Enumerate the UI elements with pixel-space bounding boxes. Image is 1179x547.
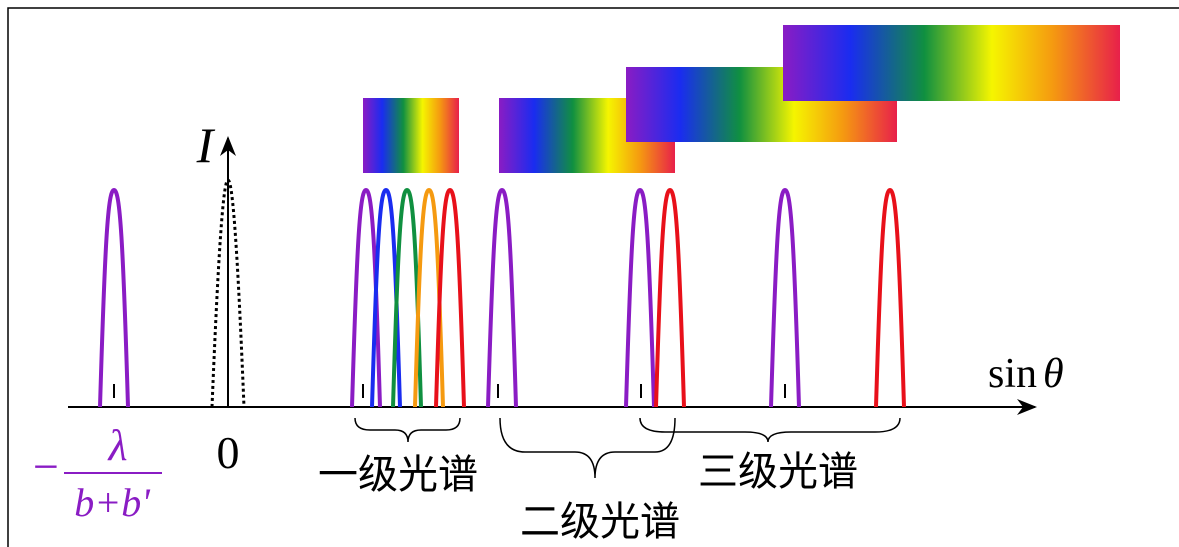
x-label-func: sin <box>988 351 1037 397</box>
peak <box>771 190 799 407</box>
spectrum-bar <box>363 98 459 173</box>
peaks <box>100 180 904 407</box>
peak <box>626 190 654 407</box>
minus-sign: − <box>33 441 59 492</box>
spectrum-label: 二级光谱 <box>520 499 680 545</box>
spectrum-bars <box>363 25 1120 173</box>
spectrum-label: 三级光谱 <box>698 449 858 495</box>
peak <box>488 190 516 407</box>
denominator: b+b' <box>74 480 151 525</box>
y-axis-label: I <box>196 117 216 173</box>
x-label-var: θ <box>1043 351 1064 397</box>
origin-label: 0 <box>217 427 240 478</box>
peak <box>656 190 684 407</box>
brace <box>355 418 460 442</box>
numerator: λ <box>106 421 127 470</box>
spectrum-bar <box>783 25 1120 101</box>
spectrum-label: 一级光谱 <box>318 452 478 498</box>
brace <box>500 418 675 478</box>
peak <box>100 190 128 407</box>
diagram: I sinθ 0 − λ b+b' 一级光谱 二级光谱 三级光谱 <box>0 0 1179 547</box>
peak <box>876 190 904 407</box>
brace <box>640 418 900 442</box>
